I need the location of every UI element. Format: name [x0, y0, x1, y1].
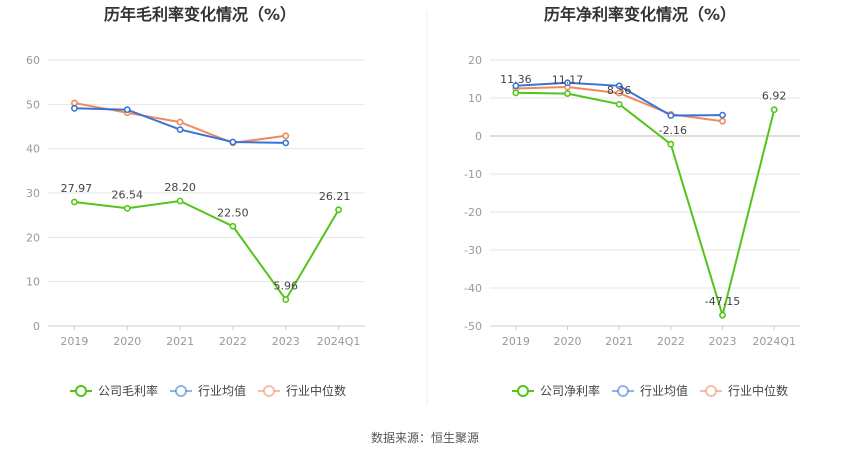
legend-label: 行业均值	[640, 383, 688, 398]
data-point	[615, 89, 623, 97]
data-point	[229, 138, 237, 146]
y-tick-label: 10	[26, 276, 40, 289]
data-point	[71, 99, 78, 107]
legend-item[interactable]: 行业中位数	[700, 383, 788, 398]
data-point	[176, 118, 184, 126]
data-point	[770, 106, 778, 114]
data-point	[176, 197, 184, 205]
x-tick-label: 2024Q1	[317, 335, 361, 348]
legend-label: 公司毛利率	[98, 383, 158, 398]
data-label: 8.36	[607, 84, 632, 97]
x-tick-label: 2020	[113, 335, 141, 348]
chart-title: 历年净利率变化情况（%）	[544, 5, 736, 24]
x-tick-label: 2022	[657, 335, 685, 348]
legend-swatch-marker	[263, 385, 275, 397]
x-tick-label: 2023	[272, 335, 300, 348]
legend-label: 行业中位数	[728, 383, 788, 398]
y-tick-label: 40	[26, 143, 40, 156]
source-note: 数据来源：恒生聚源	[371, 430, 479, 445]
data-point	[282, 296, 290, 303]
data-label: 27.97	[61, 182, 93, 195]
x-tick-label: 2023	[709, 335, 737, 348]
series-line	[515, 91, 776, 319]
data-point	[719, 311, 726, 319]
legend-item[interactable]: 公司净利率	[512, 383, 600, 398]
x-tick-label: 2021	[605, 335, 633, 348]
y-tick-label: -50	[464, 320, 482, 333]
data-point	[123, 204, 131, 212]
legend-label: 行业中位数	[286, 383, 346, 398]
data-point	[667, 140, 675, 148]
data-point	[176, 126, 184, 134]
data-point	[667, 112, 675, 119]
data-point	[229, 222, 237, 230]
x-tick-label: 2019	[502, 335, 530, 348]
chart-title: 历年毛利率变化情况（%）	[104, 5, 296, 24]
y-tick-label: 10	[468, 92, 482, 105]
x-tick-label: 2019	[60, 335, 88, 348]
y-tick-label: 20	[26, 231, 40, 244]
series-line	[74, 107, 286, 144]
legend-swatch-marker	[175, 385, 187, 397]
y-tick-label: -20	[464, 206, 482, 219]
data-label: 22.50	[217, 206, 249, 219]
data-label: 26.21	[319, 190, 351, 203]
data-point	[282, 139, 290, 147]
data-point	[719, 111, 726, 119]
data-point	[615, 82, 623, 90]
data-point	[123, 106, 131, 114]
data-point	[615, 100, 623, 108]
data-label: 5.96	[274, 280, 299, 293]
data-point	[282, 132, 290, 140]
gross-margin-chart: 历年毛利率变化情况（%） 0 10 20 30 40 50 60 2019 2020 2021 20…	[26, 5, 365, 398]
data-point	[564, 79, 571, 87]
x-tick-label: 2021	[166, 335, 194, 348]
y-tick-label: -10	[464, 168, 482, 181]
data-label: 11.17	[552, 74, 584, 87]
x-tick-label: 2024Q1	[752, 335, 796, 348]
net-margin-chart: 历年净利率变化情况（%） -50 -40 -30 -20 -10 0 10 20 2019 202…	[464, 5, 800, 398]
y-tick-label: 0	[475, 130, 482, 143]
data-label: 11.36	[500, 73, 532, 86]
legend-swatch-marker	[705, 385, 717, 397]
x-tick-label: 2022	[219, 335, 247, 348]
data-point	[719, 117, 726, 125]
y-tick-label: 60	[26, 54, 40, 67]
data-label: 6.92	[762, 90, 787, 103]
y-tick-label: -30	[464, 244, 482, 257]
legend-swatch-marker	[75, 385, 87, 397]
data-label: 26.54	[112, 188, 144, 201]
data-point	[564, 90, 571, 97]
data-label: -2.16	[659, 124, 687, 137]
data-label: 28.20	[164, 181, 196, 194]
data-label: -47.15	[705, 295, 740, 308]
data-point	[512, 89, 520, 97]
y-tick-label: 0	[33, 320, 40, 333]
legend-item[interactable]: 行业均值	[170, 383, 246, 398]
series-line	[74, 199, 340, 302]
legend-item[interactable]: 行业中位数	[258, 383, 346, 398]
y-tick-label: -40	[464, 282, 482, 295]
legend-label: 行业均值	[198, 383, 246, 398]
data-point	[335, 206, 342, 214]
x-tick-label: 2020	[554, 335, 582, 348]
y-tick-label: 30	[26, 187, 40, 200]
y-tick-label: 50	[26, 98, 40, 111]
data-point	[71, 198, 78, 206]
data-point	[71, 104, 78, 112]
legend-swatch-marker	[617, 385, 629, 397]
data-point	[512, 82, 520, 90]
legend-swatch-marker	[517, 385, 529, 397]
legend-item[interactable]: 行业均值	[612, 383, 688, 398]
legend-label: 公司净利率	[540, 383, 600, 398]
legend-item[interactable]: 公司毛利率	[70, 383, 158, 398]
y-tick-label: 20	[468, 54, 482, 67]
